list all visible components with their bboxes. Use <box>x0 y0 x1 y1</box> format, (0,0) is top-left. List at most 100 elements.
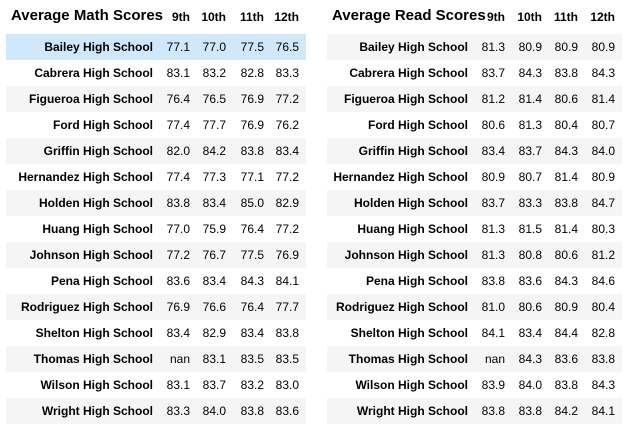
table-row[interactable]: Griffin High School 82.0 84.2 83.8 83.4 <box>6 138 306 164</box>
school-name: Ford High School <box>53 118 153 132</box>
school-name: Johnson High School <box>29 248 153 262</box>
table-row[interactable]: Cabrera High School 83.1 83.2 82.8 83.3 <box>6 60 306 86</box>
table-row[interactable]: Hernandez High School 77.4 77.3 77.1 77.2 <box>6 164 306 190</box>
score-cell: 83.4 <box>518 326 542 340</box>
table-row[interactable]: Figueroa High School 76.4 76.5 76.9 77.2 <box>6 86 306 112</box>
score-cell: 85.0 <box>240 196 264 210</box>
column-header-9th: 9th <box>172 10 190 24</box>
score-cell: 83.8 <box>554 196 578 210</box>
score-cell: 83.5 <box>240 352 264 366</box>
school-name: Bailey High School <box>359 40 468 54</box>
score-cell: 77.2 <box>275 222 299 236</box>
score-cell: 83.0 <box>275 378 299 392</box>
score-cell: 82.8 <box>591 326 615 340</box>
school-name: Hernandez High School <box>333 170 468 184</box>
table-row[interactable]: Figueroa High School 81.2 81.4 80.6 81.4 <box>327 86 622 112</box>
score-cell: nan <box>484 352 505 366</box>
score-cell: 77.0 <box>202 40 226 54</box>
score-cell: 80.9 <box>591 170 615 184</box>
score-cell: 81.5 <box>518 222 542 236</box>
score-cell: 81.0 <box>481 300 505 314</box>
score-cell: 81.2 <box>481 92 505 106</box>
math-table-header: Average Math Scores 9th 10th 11th 12th <box>6 0 306 34</box>
score-cell: 76.9 <box>275 248 299 262</box>
score-cell: 83.7 <box>518 144 542 158</box>
score-cell: 76.2 <box>275 118 299 132</box>
school-name: Shelton High School <box>350 326 468 340</box>
score-cell: 80.9 <box>554 300 578 314</box>
score-cell: 84.6 <box>591 274 615 288</box>
table-row[interactable]: Holden High School 83.7 83.3 83.8 84.7 <box>327 190 622 216</box>
table-row[interactable]: Shelton High School 83.4 82.9 83.4 83.8 <box>6 320 306 346</box>
score-cell: 81.4 <box>554 170 578 184</box>
table-row[interactable]: Rodriguez High School 76.9 76.6 76.4 77.7 <box>6 294 306 320</box>
score-cell: 83.4 <box>202 274 226 288</box>
score-cell: 77.2 <box>166 248 190 262</box>
school-name: Griffin High School <box>358 144 468 158</box>
score-cell: 83.6 <box>518 274 542 288</box>
score-cell: nan <box>169 352 190 366</box>
school-name: Rodriguez High School <box>336 300 468 314</box>
table-row[interactable]: Hernandez High School 80.9 80.7 81.4 80.9 <box>327 164 622 190</box>
score-cell: 80.4 <box>591 300 615 314</box>
table-row[interactable]: Thomas High School nan 84.3 83.6 83.8 <box>327 346 622 372</box>
score-cell: 77.7 <box>202 118 226 132</box>
table-row[interactable]: Holden High School 83.8 83.4 85.0 82.9 <box>6 190 306 216</box>
score-cell: 77.5 <box>240 248 264 262</box>
table-row[interactable]: Huang High School 77.0 75.9 76.4 77.2 <box>6 216 306 242</box>
table-row[interactable]: Wright High School 83.3 84.0 83.8 83.6 <box>6 398 306 424</box>
score-cell: 77.1 <box>166 40 190 54</box>
table-row[interactable]: Rodriguez High School 81.0 80.6 80.9 80.4 <box>327 294 622 320</box>
score-cell: 83.2 <box>240 378 264 392</box>
score-cell: 84.2 <box>202 144 226 158</box>
column-header-11th: 11th <box>553 10 578 24</box>
column-header-10th: 10th <box>201 10 226 24</box>
score-cell: 83.1 <box>202 352 226 366</box>
table-row[interactable]: Wilson High School 83.9 84.0 83.8 84.3 <box>327 372 622 398</box>
score-cell: 84.0 <box>591 144 615 158</box>
table-row[interactable]: Johnson High School 81.3 80.8 80.6 81.2 <box>327 242 622 268</box>
score-cell: 82.0 <box>166 144 190 158</box>
school-name: Cabrera High School <box>34 66 153 80</box>
score-cell: 84.3 <box>518 352 542 366</box>
table-row[interactable]: Ford High School 80.6 81.3 80.4 80.7 <box>327 112 622 138</box>
score-cell: 83.6 <box>275 404 299 418</box>
table-row[interactable]: Cabrera High School 83.7 84.3 83.8 84.3 <box>327 60 622 86</box>
read-table-header: Average Read Scores 9th 10th 11th 12th <box>327 0 622 34</box>
table-row[interactable]: Johnson High School 77.2 76.7 77.5 76.9 <box>6 242 306 268</box>
table-row[interactable]: Pena High School 83.8 83.6 84.3 84.6 <box>327 268 622 294</box>
table-row[interactable]: Bailey High School 77.1 77.0 77.5 76.5 <box>6 34 306 60</box>
score-cell: 84.1 <box>591 404 615 418</box>
table-row[interactable]: Shelton High School 84.1 83.4 84.4 82.8 <box>327 320 622 346</box>
school-name: Ford High School <box>368 118 468 132</box>
table-row[interactable]: Bailey High School 81.3 80.9 80.9 80.9 <box>327 34 622 60</box>
school-name: Holden High School <box>39 196 153 210</box>
score-cell: 76.5 <box>275 40 299 54</box>
score-cell: 80.7 <box>518 170 542 184</box>
score-cell: 84.3 <box>554 144 578 158</box>
table-row[interactable]: Pena High School 83.6 83.4 84.3 84.1 <box>6 268 306 294</box>
score-cell: 76.9 <box>166 300 190 314</box>
table-row[interactable]: Thomas High School nan 83.1 83.5 83.5 <box>6 346 306 372</box>
read-table-title: Average Read Scores <box>332 7 486 24</box>
score-cell: 81.4 <box>518 92 542 106</box>
school-name: Rodriguez High School <box>21 300 153 314</box>
score-cell: 80.9 <box>481 170 505 184</box>
table-row[interactable]: Wright High School 83.8 83.8 84.2 84.1 <box>327 398 622 424</box>
score-cell: 80.9 <box>554 40 578 54</box>
score-cell: 77.7 <box>275 300 299 314</box>
table-row[interactable]: Ford High School 77.4 77.7 76.9 76.2 <box>6 112 306 138</box>
score-cell: 77.0 <box>166 222 190 236</box>
score-cell: 77.3 <box>202 170 226 184</box>
table-row[interactable]: Wilson High School 83.1 83.7 83.2 83.0 <box>6 372 306 398</box>
score-cell: 84.1 <box>275 274 299 288</box>
score-cell: 83.9 <box>481 378 505 392</box>
school-name: Hernandez High School <box>18 170 153 184</box>
score-cell: 80.6 <box>481 118 505 132</box>
score-cell: 81.3 <box>481 40 505 54</box>
table-row[interactable]: Griffin High School 83.4 83.7 84.3 84.0 <box>327 138 622 164</box>
column-header-12th: 12th <box>590 10 615 24</box>
score-cell: 84.3 <box>554 274 578 288</box>
table-row[interactable]: Huang High School 81.3 81.5 81.4 80.3 <box>327 216 622 242</box>
score-cell: 83.4 <box>202 196 226 210</box>
